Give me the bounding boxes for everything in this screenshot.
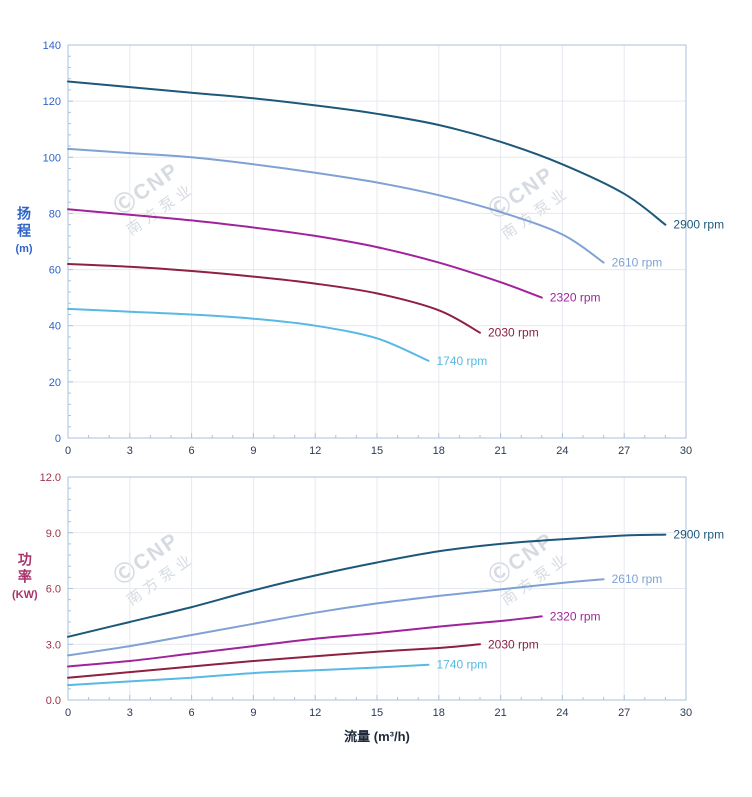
flow-axis-title: 流量 (m³/h) — [344, 729, 410, 744]
curve-1740-rpm — [67, 663, 430, 687]
curve-end-label: 2030 rpm — [488, 637, 539, 651]
tick-label-x: 30 — [680, 445, 692, 457]
tick-label-x: 6 — [189, 445, 195, 457]
curve-2320-rpm — [67, 615, 543, 668]
tick-label-y: 20 — [49, 377, 61, 389]
tick-label-x: 21 — [494, 707, 506, 719]
tick-label-y: 6.0 — [46, 584, 61, 596]
curve-end-label: 2610 rpm — [612, 256, 663, 270]
tick-label-x: 27 — [618, 445, 630, 457]
power-axis-title: 功率 (KW) — [12, 552, 38, 601]
tick-label-y: 9.0 — [46, 528, 61, 540]
tick-label-y: 0 — [55, 433, 61, 445]
tick-label-x: 24 — [556, 707, 568, 719]
tick-label-x: 30 — [680, 707, 692, 719]
tick-label-x: 24 — [556, 445, 568, 457]
curve-2320-rpm — [67, 208, 543, 299]
head-axis-unit: (m) — [15, 243, 33, 255]
tick-label-x: 6 — [189, 707, 195, 719]
tick-label-y: 100 — [43, 152, 61, 164]
head-axis-title-text: 扬程 — [16, 206, 32, 240]
tick-label-x: 15 — [371, 707, 383, 719]
tick-label-x: 0 — [65, 445, 71, 457]
curve-end-label: 2030 rpm — [488, 326, 539, 340]
power-axis-title-text: 功率 — [16, 552, 33, 586]
curve-2030-rpm — [67, 263, 481, 334]
curve-2900-rpm — [67, 533, 667, 638]
curve-end-label: 2320 rpm — [550, 291, 601, 305]
tick-label-x: 15 — [371, 445, 383, 457]
power-axis-unit: (KW) — [12, 589, 38, 601]
head-axis-title: 扬程 (m) — [14, 206, 34, 255]
curve-end-label: 2900 rpm — [673, 528, 724, 542]
tick-label-x: 9 — [250, 445, 256, 457]
curve-2030-rpm — [67, 643, 481, 679]
tick-label-x: 21 — [494, 445, 506, 457]
tick-label-y: 60 — [49, 265, 61, 277]
tick-label-y: 3.0 — [46, 639, 61, 651]
tick-label-x: 9 — [250, 707, 256, 719]
curve-2900-rpm — [67, 80, 667, 226]
tick-label-y: 40 — [49, 321, 61, 333]
head-chart: 0 3 6 9 12 15 18 21 24 27 30 0 20 40 60 80 100 120 140 2900… — [43, 40, 724, 457]
curve-end-label: 2610 rpm — [612, 572, 663, 586]
tick-label-x: 12 — [309, 707, 321, 719]
tick-label-y: 80 — [49, 208, 61, 220]
tick-label-x: 18 — [433, 707, 445, 719]
curve-end-label: 1740 rpm — [437, 658, 488, 672]
curve-end-label: 2320 rpm — [550, 609, 601, 623]
tick-label-x: 18 — [433, 445, 445, 457]
tick-label-y: 12.0 — [40, 472, 61, 484]
tick-label-y: 140 — [43, 40, 61, 52]
curve-end-label: 1740 rpm — [437, 354, 488, 368]
tick-label-x: 27 — [618, 707, 630, 719]
tick-label-y: 120 — [43, 96, 61, 108]
tick-label-x: 12 — [309, 445, 321, 457]
curve-end-label: 2900 rpm — [673, 218, 724, 232]
curve-2610-rpm — [67, 147, 605, 264]
tick-label-x: 3 — [127, 445, 133, 457]
power-chart: 0 3 6 9 12 15 18 21 24 27 30 0.0 3.0 6.0 9.0 12.0 2900 r… — [40, 472, 725, 719]
tick-label-x: 3 — [127, 707, 133, 719]
curve-2610-rpm — [67, 578, 605, 657]
curve-1740-rpm — [67, 307, 430, 362]
tick-label-y: 0.0 — [46, 695, 61, 707]
tick-label-x: 0 — [65, 707, 71, 719]
